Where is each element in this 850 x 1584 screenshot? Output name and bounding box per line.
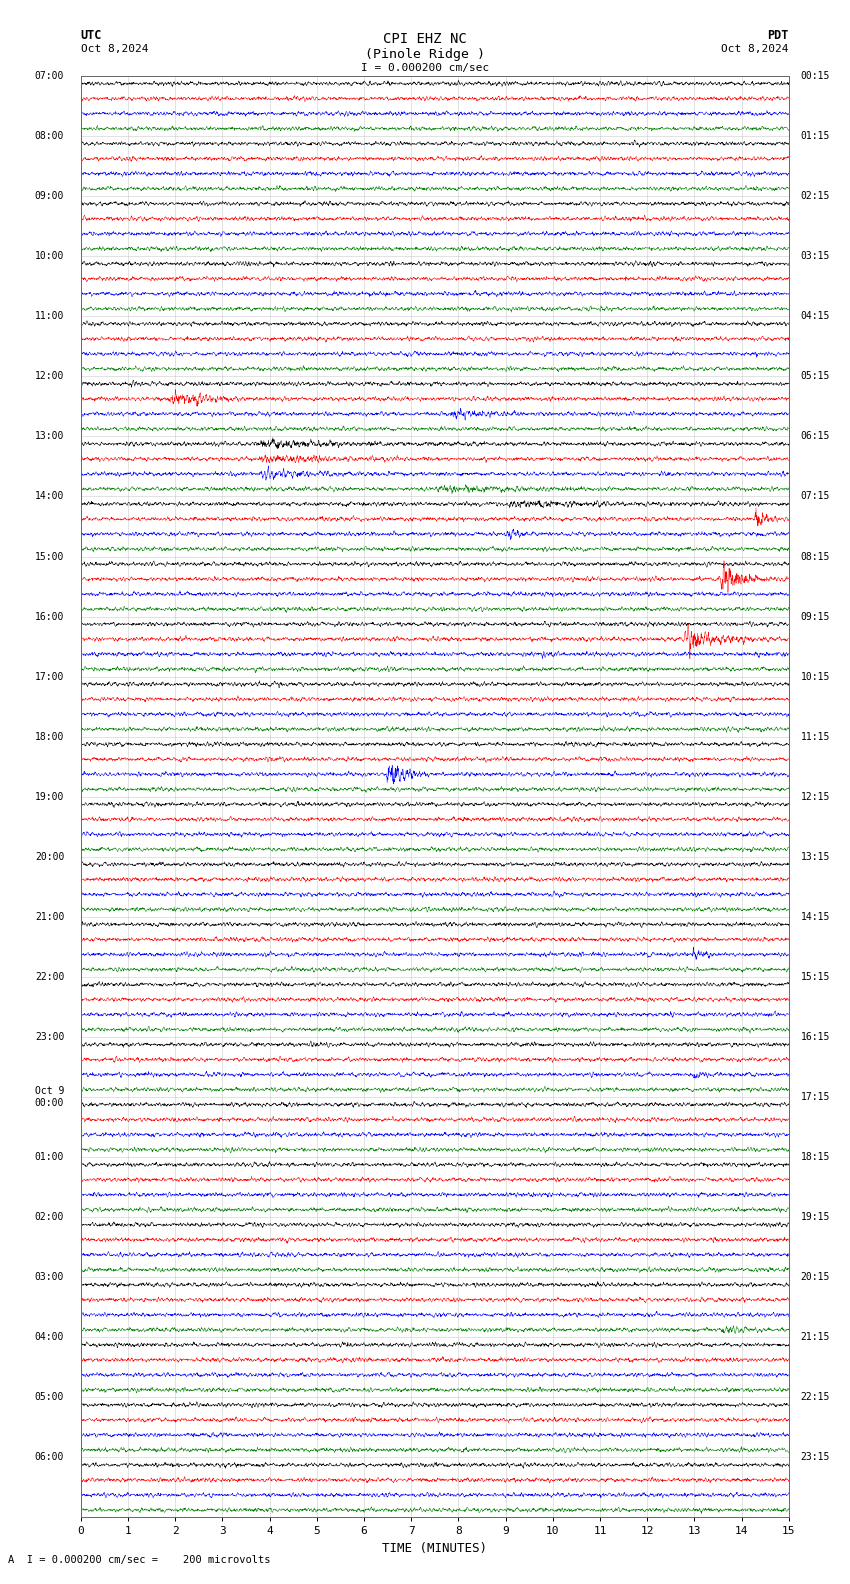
Text: (Pinole Ridge ): (Pinole Ridge ): [365, 48, 485, 60]
Text: 12:15: 12:15: [801, 792, 830, 802]
Text: Oct 8,2024: Oct 8,2024: [81, 44, 148, 54]
Text: 05:15: 05:15: [801, 371, 830, 382]
Text: 09:00: 09:00: [35, 192, 65, 201]
Text: 19:00: 19:00: [35, 792, 65, 802]
Text: 04:00: 04:00: [35, 1332, 65, 1342]
Text: 15:00: 15:00: [35, 551, 65, 561]
Text: 23:00: 23:00: [35, 1033, 65, 1042]
Text: PDT: PDT: [768, 29, 789, 41]
Text: 10:15: 10:15: [801, 672, 830, 681]
Text: 22:00: 22:00: [35, 973, 65, 982]
Text: 23:15: 23:15: [801, 1453, 830, 1462]
Text: 05:00: 05:00: [35, 1392, 65, 1402]
Text: 16:15: 16:15: [801, 1033, 830, 1042]
Text: 14:00: 14:00: [35, 491, 65, 502]
Text: I = 0.000200 cm/sec: I = 0.000200 cm/sec: [361, 63, 489, 73]
Text: 18:00: 18:00: [35, 732, 65, 741]
Text: 21:15: 21:15: [801, 1332, 830, 1342]
Text: 01:15: 01:15: [801, 131, 830, 141]
Text: 10:00: 10:00: [35, 252, 65, 261]
Text: Oct 9
00:00: Oct 9 00:00: [35, 1087, 65, 1107]
Text: 03:15: 03:15: [801, 252, 830, 261]
Text: 20:15: 20:15: [801, 1272, 830, 1281]
Text: 17:15: 17:15: [801, 1091, 830, 1102]
Text: 12:00: 12:00: [35, 371, 65, 382]
Text: 11:00: 11:00: [35, 312, 65, 322]
Text: 19:15: 19:15: [801, 1212, 830, 1223]
Text: 08:15: 08:15: [801, 551, 830, 561]
Text: 06:00: 06:00: [35, 1453, 65, 1462]
Text: 17:00: 17:00: [35, 672, 65, 681]
X-axis label: TIME (MINUTES): TIME (MINUTES): [382, 1543, 487, 1555]
Text: 16:00: 16:00: [35, 611, 65, 621]
Text: 01:00: 01:00: [35, 1152, 65, 1163]
Text: 11:15: 11:15: [801, 732, 830, 741]
Text: 07:15: 07:15: [801, 491, 830, 502]
Text: 14:15: 14:15: [801, 912, 830, 922]
Text: 18:15: 18:15: [801, 1152, 830, 1163]
Text: 03:00: 03:00: [35, 1272, 65, 1281]
Text: 13:15: 13:15: [801, 852, 830, 862]
Text: 02:00: 02:00: [35, 1212, 65, 1223]
Text: 04:15: 04:15: [801, 312, 830, 322]
Text: CPI EHZ NC: CPI EHZ NC: [383, 32, 467, 46]
Text: 13:00: 13:00: [35, 431, 65, 442]
Text: UTC: UTC: [81, 29, 102, 41]
Text: 15:15: 15:15: [801, 973, 830, 982]
Text: Oct 8,2024: Oct 8,2024: [722, 44, 789, 54]
Text: 20:00: 20:00: [35, 852, 65, 862]
Text: 07:00: 07:00: [35, 71, 65, 81]
Text: A  I = 0.000200 cm/sec =    200 microvolts: A I = 0.000200 cm/sec = 200 microvolts: [8, 1555, 271, 1565]
Text: 06:15: 06:15: [801, 431, 830, 442]
Text: 21:00: 21:00: [35, 912, 65, 922]
Text: 08:00: 08:00: [35, 131, 65, 141]
Text: 00:15: 00:15: [801, 71, 830, 81]
Text: 02:15: 02:15: [801, 192, 830, 201]
Text: 22:15: 22:15: [801, 1392, 830, 1402]
Text: 09:15: 09:15: [801, 611, 830, 621]
